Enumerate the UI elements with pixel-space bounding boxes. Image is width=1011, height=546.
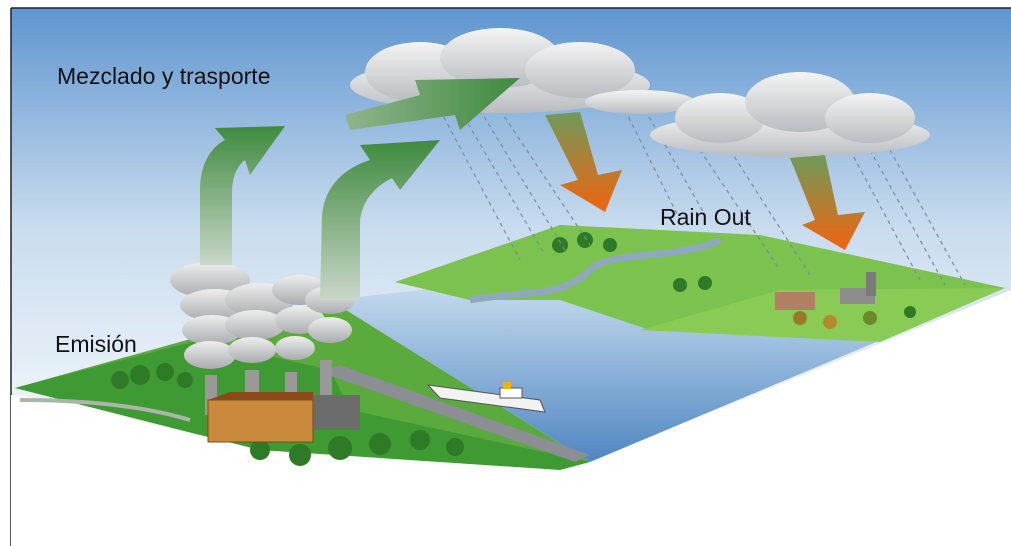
landscape-part <box>503 382 511 389</box>
landscape-part-part <box>156 363 174 381</box>
arrow-down <box>545 112 622 212</box>
landscape-part-part <box>250 440 270 460</box>
arrow-up <box>320 140 440 300</box>
landscape-part-part <box>177 372 193 388</box>
landscape-part-part <box>673 278 687 292</box>
smoke-part <box>225 310 285 340</box>
label: Emisión <box>55 331 137 357</box>
landscape-part-part <box>904 306 916 318</box>
landscape-part-part <box>410 430 430 450</box>
landscape-part-part <box>603 238 617 252</box>
cloud-part <box>585 90 695 114</box>
factory-part <box>208 392 313 400</box>
cloud-part <box>675 93 765 143</box>
smoke <box>170 262 355 369</box>
landscape-part-part <box>823 315 837 329</box>
landscape-part-part <box>289 444 311 466</box>
landscape-part-part <box>793 311 807 325</box>
cloud <box>650 72 930 157</box>
landscape-part-part <box>446 438 464 456</box>
landscape-part <box>499 387 523 399</box>
landscape-part-part <box>130 365 150 385</box>
rain-part <box>479 109 566 251</box>
landscape-part <box>320 365 590 462</box>
cloud-part <box>825 93 915 143</box>
factory-part <box>207 399 314 443</box>
landscape-part <box>640 288 1005 342</box>
landscape-part <box>469 236 722 304</box>
rain <box>439 109 966 286</box>
smoke-part <box>275 336 315 360</box>
cloud-part <box>525 42 635 98</box>
landscape-part <box>111 232 916 466</box>
landscape <box>15 225 1005 470</box>
smoke-part <box>228 337 276 363</box>
rain-part <box>869 149 946 286</box>
arrow-up <box>200 126 285 265</box>
smoke-part <box>170 262 250 298</box>
rain-part <box>699 149 781 271</box>
landscape-part-part <box>369 433 391 455</box>
landscape-part-part <box>698 276 712 290</box>
landscape-part <box>19 398 191 422</box>
landscape-part-part <box>577 232 593 248</box>
landscape-part <box>775 292 815 310</box>
rain-part <box>889 149 966 286</box>
smoke-part <box>308 317 352 343</box>
landscape-part-part <box>863 311 877 325</box>
label: Mezclado y trasporte <box>57 63 270 89</box>
landscape-part-part <box>111 371 129 389</box>
label: Rain Out <box>660 204 751 230</box>
rain-part <box>729 149 811 276</box>
rain-part <box>849 149 921 281</box>
rain-part <box>499 109 591 246</box>
arrow-transport <box>345 78 520 130</box>
background <box>11 290 1011 546</box>
landscape-part-part <box>552 237 568 253</box>
arrow-down <box>790 155 865 250</box>
landscape-part-part <box>328 436 352 460</box>
smoke-part <box>184 341 236 369</box>
landscape-part <box>866 272 876 296</box>
factory <box>205 360 360 443</box>
